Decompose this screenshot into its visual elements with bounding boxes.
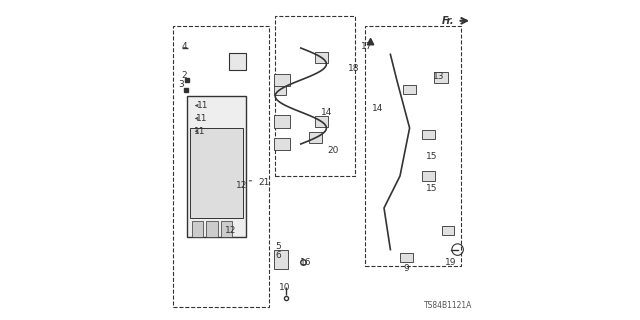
Text: 9: 9 bbox=[404, 264, 409, 273]
Text: 14: 14 bbox=[372, 104, 383, 113]
Text: 10: 10 bbox=[279, 284, 291, 292]
Text: 3: 3 bbox=[178, 80, 184, 89]
Text: 5: 5 bbox=[276, 242, 281, 251]
Bar bbox=[365, 26, 461, 266]
Bar bbox=[191, 128, 243, 218]
Bar bbox=[192, 221, 204, 237]
Text: 18: 18 bbox=[348, 64, 359, 73]
Bar bbox=[274, 74, 290, 86]
Text: 13: 13 bbox=[433, 72, 444, 81]
Text: Fr.: Fr. bbox=[442, 16, 454, 26]
Text: 12: 12 bbox=[225, 226, 236, 235]
Text: TS84B1121A: TS84B1121A bbox=[424, 301, 472, 310]
Text: 19: 19 bbox=[445, 258, 457, 267]
Bar bbox=[422, 171, 435, 181]
Bar bbox=[274, 115, 290, 128]
Bar bbox=[400, 253, 413, 262]
Bar bbox=[274, 138, 290, 150]
Text: 14: 14 bbox=[321, 108, 332, 116]
Bar bbox=[422, 130, 435, 139]
Text: 21: 21 bbox=[259, 178, 269, 187]
Bar bbox=[206, 221, 218, 237]
Text: 2: 2 bbox=[181, 71, 187, 80]
Text: 15: 15 bbox=[426, 152, 438, 161]
Text: 11: 11 bbox=[195, 127, 205, 136]
Text: 12: 12 bbox=[236, 181, 247, 190]
Text: 4: 4 bbox=[181, 42, 187, 51]
Polygon shape bbox=[367, 38, 374, 45]
Bar bbox=[434, 72, 448, 83]
Bar bbox=[274, 250, 288, 269]
Text: 20: 20 bbox=[327, 146, 339, 155]
Bar bbox=[310, 132, 323, 143]
Bar bbox=[275, 16, 355, 176]
Bar bbox=[173, 26, 269, 307]
Bar bbox=[315, 52, 328, 63]
Text: 11: 11 bbox=[196, 114, 207, 123]
Text: 17: 17 bbox=[361, 42, 372, 51]
Bar bbox=[274, 84, 287, 95]
Text: 11: 11 bbox=[198, 101, 209, 110]
Text: 6: 6 bbox=[276, 252, 281, 260]
Text: 15: 15 bbox=[426, 184, 438, 193]
Text: 16: 16 bbox=[300, 258, 311, 267]
Bar bbox=[221, 221, 232, 237]
FancyBboxPatch shape bbox=[187, 96, 246, 237]
Bar bbox=[315, 116, 328, 127]
Bar bbox=[229, 53, 246, 70]
Bar bbox=[442, 226, 454, 235]
Bar bbox=[403, 85, 416, 94]
